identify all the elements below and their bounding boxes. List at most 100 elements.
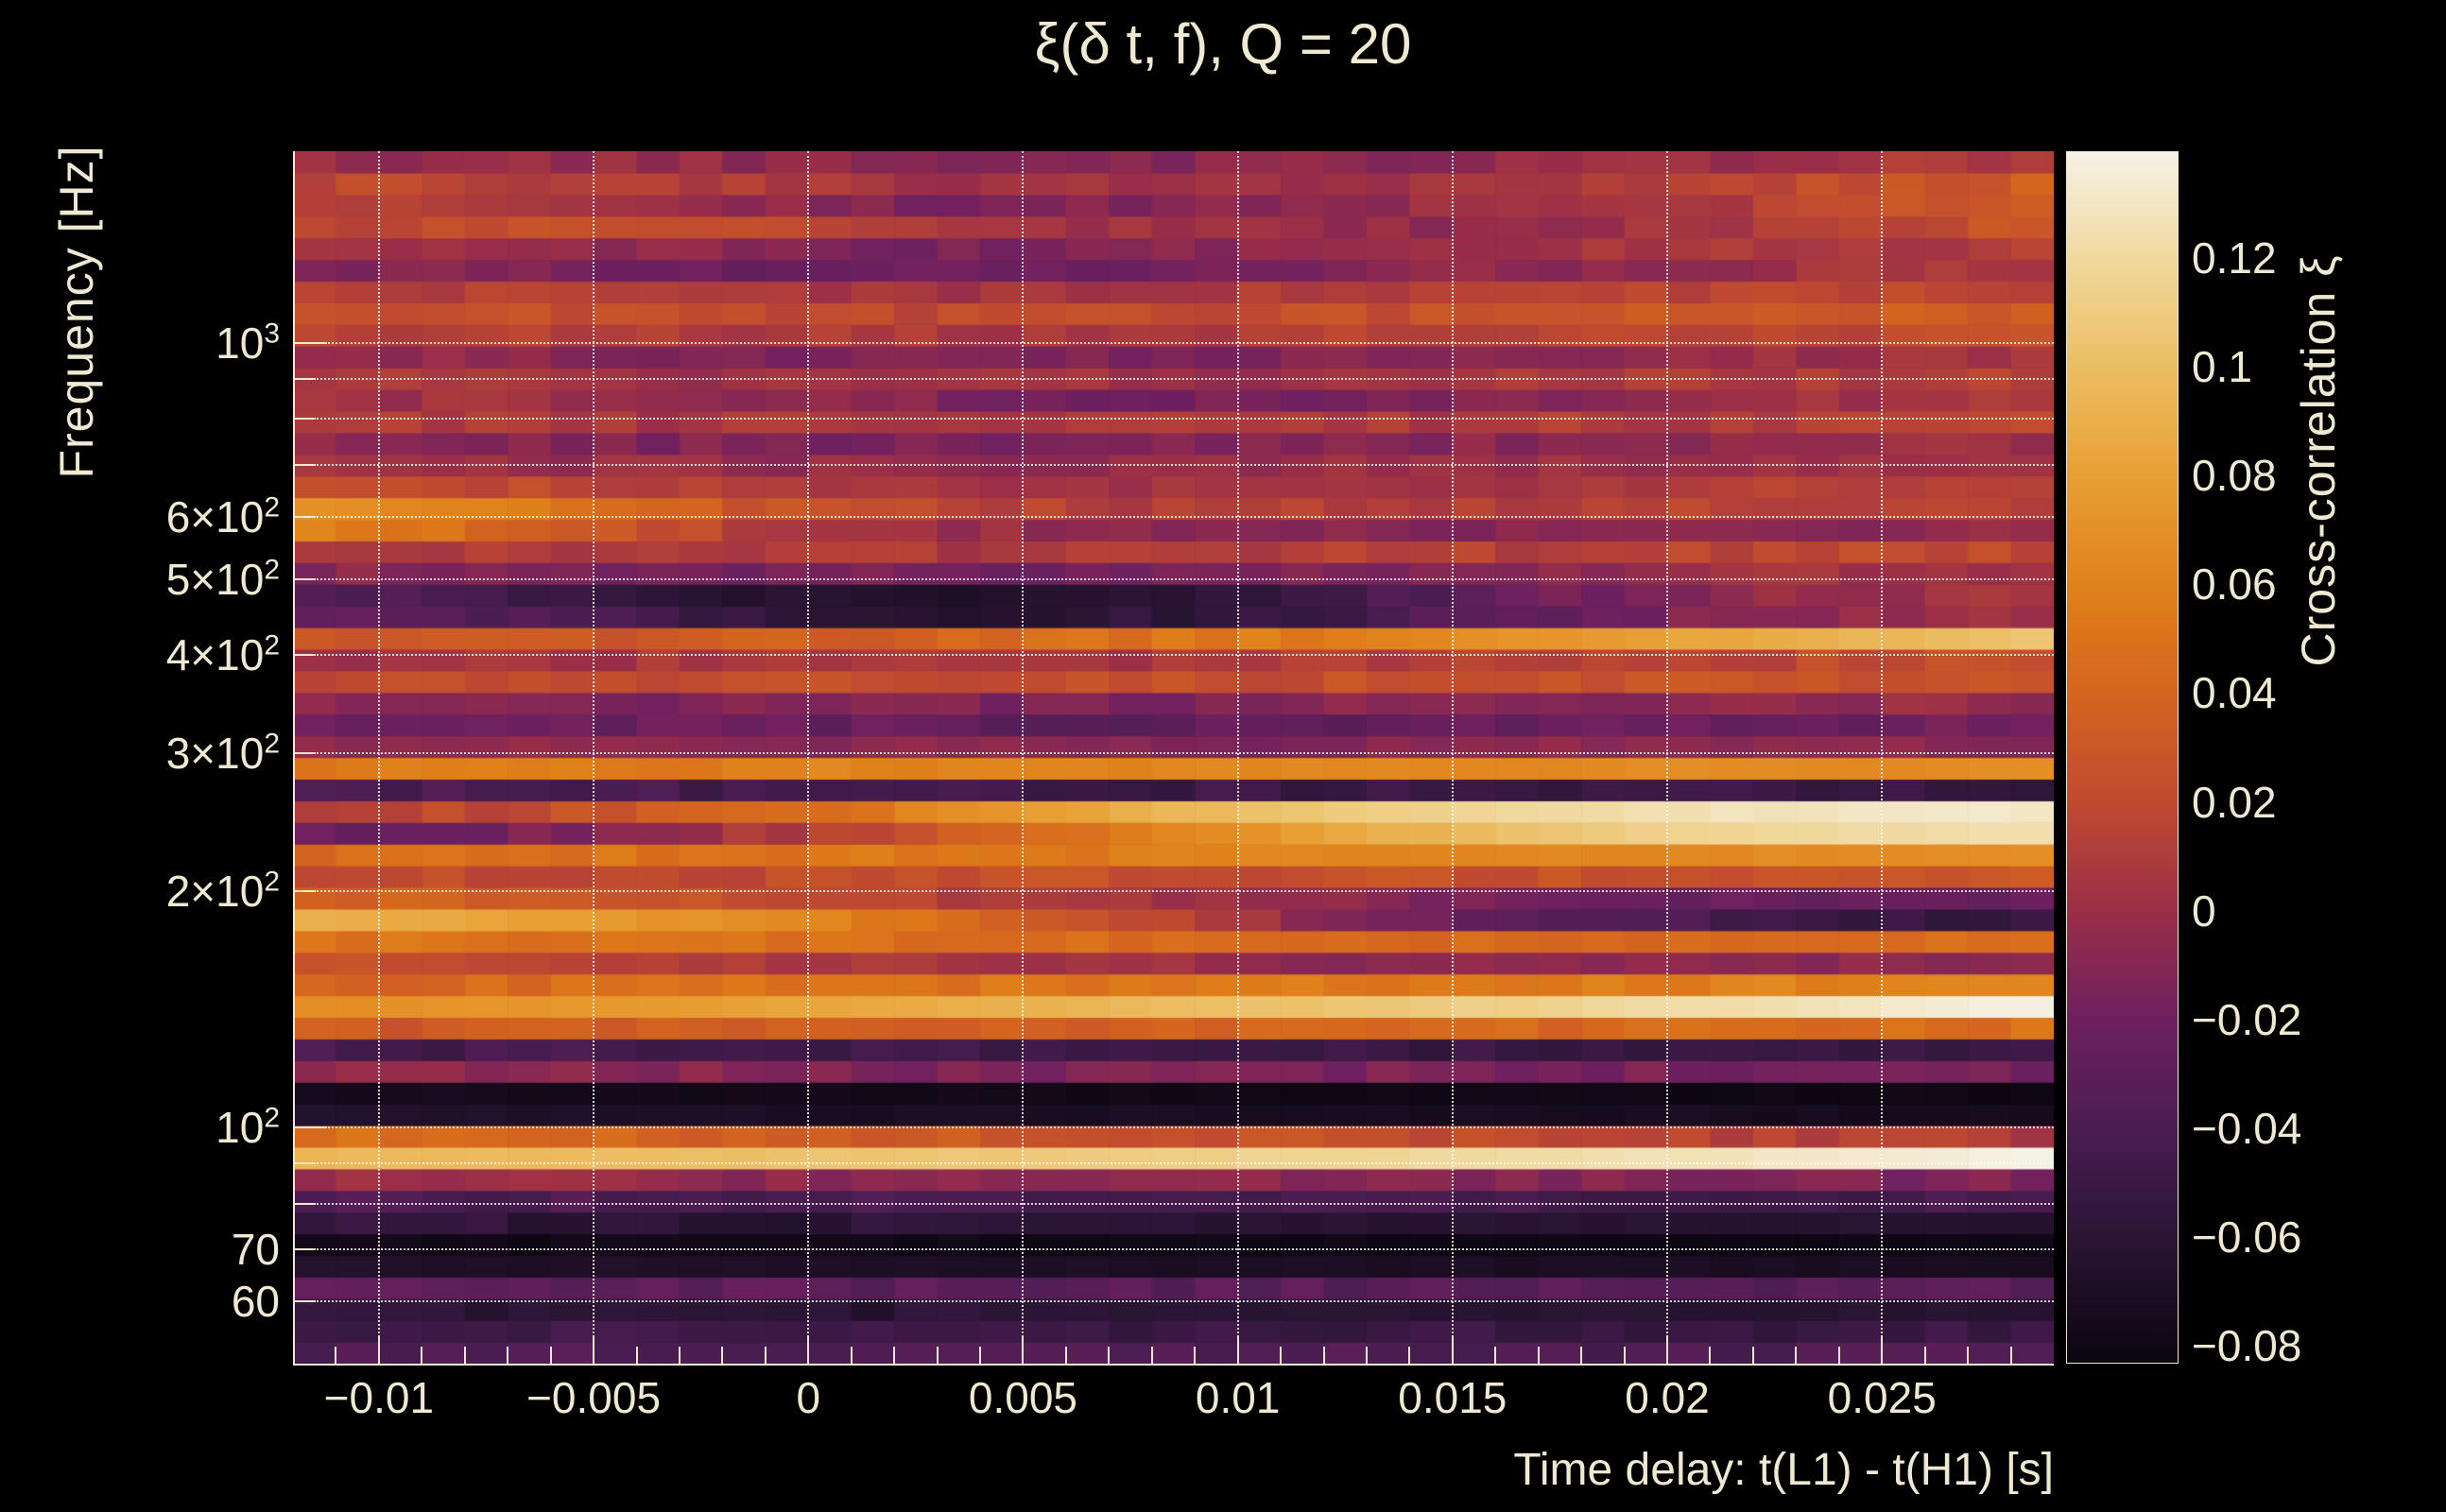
x-axis-major-tick [1666,1335,1669,1364]
gridline-x [807,151,810,1364]
x-axis-minor-tick [421,1347,423,1364]
x-axis-major-tick [593,1335,595,1364]
gridline-y [293,516,2054,519]
x-axis-minor-tick [1623,1347,1626,1364]
colorbar-tick-label: 0.08 [2192,451,2277,501]
chart-title: ξ(δ t, f), Q = 20 [1034,12,1412,76]
x-axis-minor-tick [979,1347,982,1364]
gridline-y [293,463,2054,466]
gridline-x [593,151,595,1364]
gridline-y [293,418,2054,421]
x-axis-minor-tick [1280,1347,1283,1364]
colorbar-gradient [2067,152,2178,1363]
x-axis-minor-tick [1751,1347,1754,1364]
x-axis-minor-tick [1408,1347,1411,1364]
gridline-y [293,1202,2054,1205]
x-axis-minor-tick [2009,1347,2012,1364]
x-tick-label: 0.005 [968,1373,1078,1422]
y-tick-label: 70 [231,1224,280,1274]
y-axis-minor-tick [295,654,316,657]
y-tick-label: 4×102 [165,629,280,680]
gridline-y [293,654,2054,657]
x-axis-minor-tick [893,1347,896,1364]
x-axis-major-tick [1451,1335,1454,1364]
y-axis-minor-tick [295,463,316,466]
gridline-y [293,890,2054,893]
x-axis-minor-tick [1537,1347,1540,1364]
x-tick-label: 0 [796,1373,821,1422]
x-tick-label: 0.015 [1398,1373,1507,1422]
x-axis-minor-tick [335,1347,337,1364]
gridline-x [1236,151,1239,1364]
y-tick-label: 2×102 [165,866,280,917]
colorbar-tick-label: 0 [2192,885,2216,936]
x-axis-minor-tick [1494,1347,1497,1364]
x-axis-minor-tick [721,1347,724,1364]
colorbar [2066,151,2179,1364]
x-axis-minor-tick [764,1347,767,1364]
colorbar-tick-label: −0.08 [2192,1320,2302,1370]
colorbar-tick-label: −0.02 [2192,994,2302,1044]
y-tick-label: 102 [215,1102,280,1153]
gridline-y [293,1126,2054,1129]
x-axis-major-tick [1881,1335,1884,1364]
colorbar-tick-label: 0.12 [2192,233,2277,284]
x-tick-label: 0.02 [1625,1373,1710,1422]
y-tick-label: 60 [231,1277,280,1327]
x-axis-title: Time delay: t(L1) - t(H1) [s] [1513,1445,2054,1495]
x-axis-minor-tick [936,1347,939,1364]
x-axis-minor-tick [1194,1347,1197,1364]
colorbar-tick-label: 0.1 [2192,342,2252,392]
y-axis-line [293,151,295,1366]
x-axis-minor-tick [850,1347,853,1364]
x-tick-label: −0.01 [323,1373,435,1422]
x-axis-minor-tick [1064,1347,1067,1364]
y-axis-minor-tick [295,577,316,580]
y-tick-label: 3×102 [165,728,280,779]
x-axis-minor-tick [678,1347,680,1364]
x-axis-minor-tick [1709,1347,1712,1364]
x-axis-major-tick [807,1335,810,1364]
y-axis-minor-tick [295,1162,316,1165]
y-axis-minor-tick [295,516,316,519]
gridline-y [293,377,2054,380]
gridline-x [1881,151,1884,1364]
y-axis-major-tick [295,341,327,344]
y-tick-label: 6×102 [165,491,280,542]
y-tick-label: 103 [215,318,280,368]
y-tick-label: 5×102 [165,554,280,604]
y-axis-major-tick [295,1126,327,1129]
y-axis-minor-tick [295,418,316,421]
colorbar-tick-label: 0.04 [2192,668,2277,718]
x-axis-major-tick [1022,1335,1025,1364]
colorbar-tick-label: 0.02 [2192,777,2277,827]
x-axis-minor-tick [635,1347,638,1364]
x-tick-label: −0.005 [526,1373,662,1422]
y-axis-minor-tick [295,1247,316,1250]
x-tick-label: 0.01 [1195,1373,1281,1422]
gridline-y [293,341,2054,344]
x-axis-minor-tick [1923,1347,1926,1364]
x-axis-minor-tick [1580,1347,1583,1364]
x-axis-minor-tick [1365,1347,1368,1364]
heatmap-canvas [293,151,2054,1364]
x-axis-major-tick [1236,1335,1239,1364]
y-axis-minor-tick [295,890,316,893]
gridline-y [293,752,2054,755]
x-axis-minor-tick [1108,1347,1111,1364]
gridline-x [1666,151,1669,1364]
gridline-x [1451,151,1454,1364]
colorbar-tick-label: −0.04 [2192,1103,2302,1153]
x-axis-minor-tick [1837,1347,1840,1364]
x-axis-minor-tick [1795,1347,1798,1364]
gridline-y [293,1247,2054,1250]
x-axis-minor-tick [549,1347,552,1364]
x-axis-minor-tick [463,1347,466,1364]
y-axis-minor-tick [295,1202,316,1205]
gridline-y [293,1300,2054,1303]
x-tick-label: 0.025 [1827,1373,1937,1422]
gridline-y [293,577,2054,580]
x-axis-minor-tick [1322,1347,1325,1364]
x-axis-line [293,1364,2054,1366]
